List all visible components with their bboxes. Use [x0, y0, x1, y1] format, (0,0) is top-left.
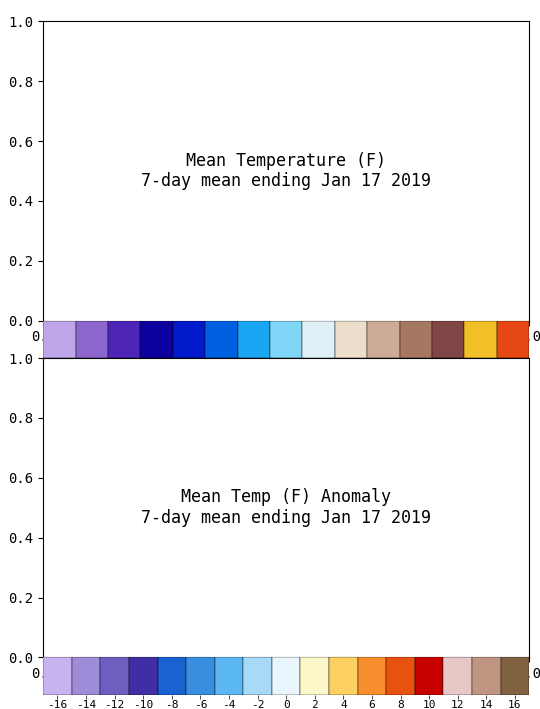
Bar: [497, 320, 529, 358]
Bar: [72, 657, 100, 695]
Bar: [302, 320, 335, 358]
Bar: [238, 320, 270, 358]
Bar: [415, 657, 443, 695]
Bar: [464, 320, 497, 358]
Bar: [367, 320, 400, 358]
Bar: [173, 320, 205, 358]
Bar: [432, 320, 464, 358]
Bar: [140, 320, 173, 358]
Bar: [329, 657, 357, 695]
Bar: [100, 657, 129, 695]
Bar: [158, 657, 186, 695]
Bar: [386, 657, 415, 695]
Bar: [472, 657, 501, 695]
Text: Mean Temperature (F)
7-day mean ending Jan 17 2019: Mean Temperature (F) 7-day mean ending J…: [141, 152, 431, 190]
Bar: [501, 657, 529, 695]
Bar: [205, 320, 238, 358]
Text: Mean Temp (F) Anomaly
7-day mean ending Jan 17 2019: Mean Temp (F) Anomaly 7-day mean ending …: [141, 489, 431, 527]
Bar: [357, 657, 386, 695]
Bar: [43, 657, 72, 695]
Bar: [300, 657, 329, 695]
Bar: [76, 320, 108, 358]
Bar: [272, 657, 300, 695]
Bar: [108, 320, 140, 358]
Bar: [186, 657, 215, 695]
Bar: [400, 320, 432, 358]
Bar: [215, 657, 244, 695]
Bar: [335, 320, 367, 358]
Bar: [443, 657, 472, 695]
Bar: [244, 657, 272, 695]
Bar: [270, 320, 302, 358]
Bar: [129, 657, 158, 695]
Bar: [43, 320, 76, 358]
